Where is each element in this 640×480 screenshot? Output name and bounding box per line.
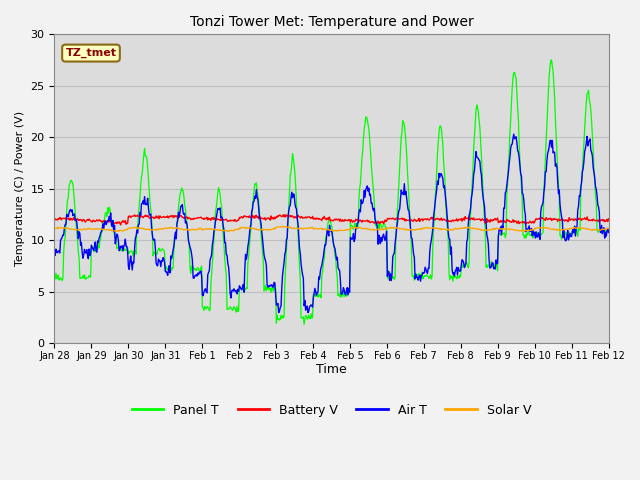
Air T: [416, 273, 424, 278]
Solar V: [118, 228, 125, 234]
Panel T: [416, 271, 424, 276]
Air T: [605, 229, 612, 235]
Panel T: [548, 57, 556, 63]
Line: Panel T: Panel T: [54, 60, 609, 324]
Air T: [118, 245, 125, 251]
Solar V: [61, 225, 68, 230]
Battery V: [401, 216, 408, 221]
Air T: [174, 217, 182, 223]
Battery V: [61, 216, 68, 221]
Solar V: [280, 224, 288, 229]
Title: Tonzi Tower Met: Temperature and Power: Tonzi Tower Met: Temperature and Power: [189, 15, 474, 29]
Solar V: [203, 226, 211, 232]
Solar V: [401, 227, 408, 233]
Panel T: [400, 120, 408, 125]
Battery V: [204, 217, 212, 223]
Battery V: [118, 219, 126, 225]
Y-axis label: Temperature (C) / Power (V): Temperature (C) / Power (V): [15, 111, 25, 266]
Battery V: [117, 222, 125, 228]
Solar V: [51, 226, 58, 231]
Air T: [510, 131, 518, 137]
Solar V: [605, 226, 612, 231]
Battery V: [417, 217, 424, 223]
Legend: Panel T, Battery V, Air T, Solar V: Panel T, Battery V, Air T, Solar V: [127, 399, 536, 421]
Line: Air T: Air T: [54, 134, 609, 312]
Solar V: [174, 226, 182, 231]
Battery V: [281, 212, 289, 217]
Panel T: [174, 214, 182, 219]
Panel T: [51, 275, 58, 280]
Panel T: [118, 247, 125, 252]
Battery V: [605, 216, 612, 222]
X-axis label: Time: Time: [316, 363, 347, 376]
Battery V: [175, 213, 182, 219]
Battery V: [51, 216, 58, 222]
Air T: [275, 310, 282, 315]
Air T: [51, 250, 58, 255]
Solar V: [417, 227, 424, 232]
Panel T: [605, 228, 612, 234]
Line: Battery V: Battery V: [54, 215, 609, 225]
Panel T: [61, 239, 68, 245]
Air T: [203, 290, 211, 296]
Panel T: [300, 322, 308, 327]
Panel T: [203, 304, 211, 310]
Text: TZ_tmet: TZ_tmet: [65, 48, 116, 58]
Line: Solar V: Solar V: [54, 227, 609, 231]
Air T: [400, 192, 408, 197]
Solar V: [225, 228, 232, 234]
Air T: [61, 225, 68, 231]
